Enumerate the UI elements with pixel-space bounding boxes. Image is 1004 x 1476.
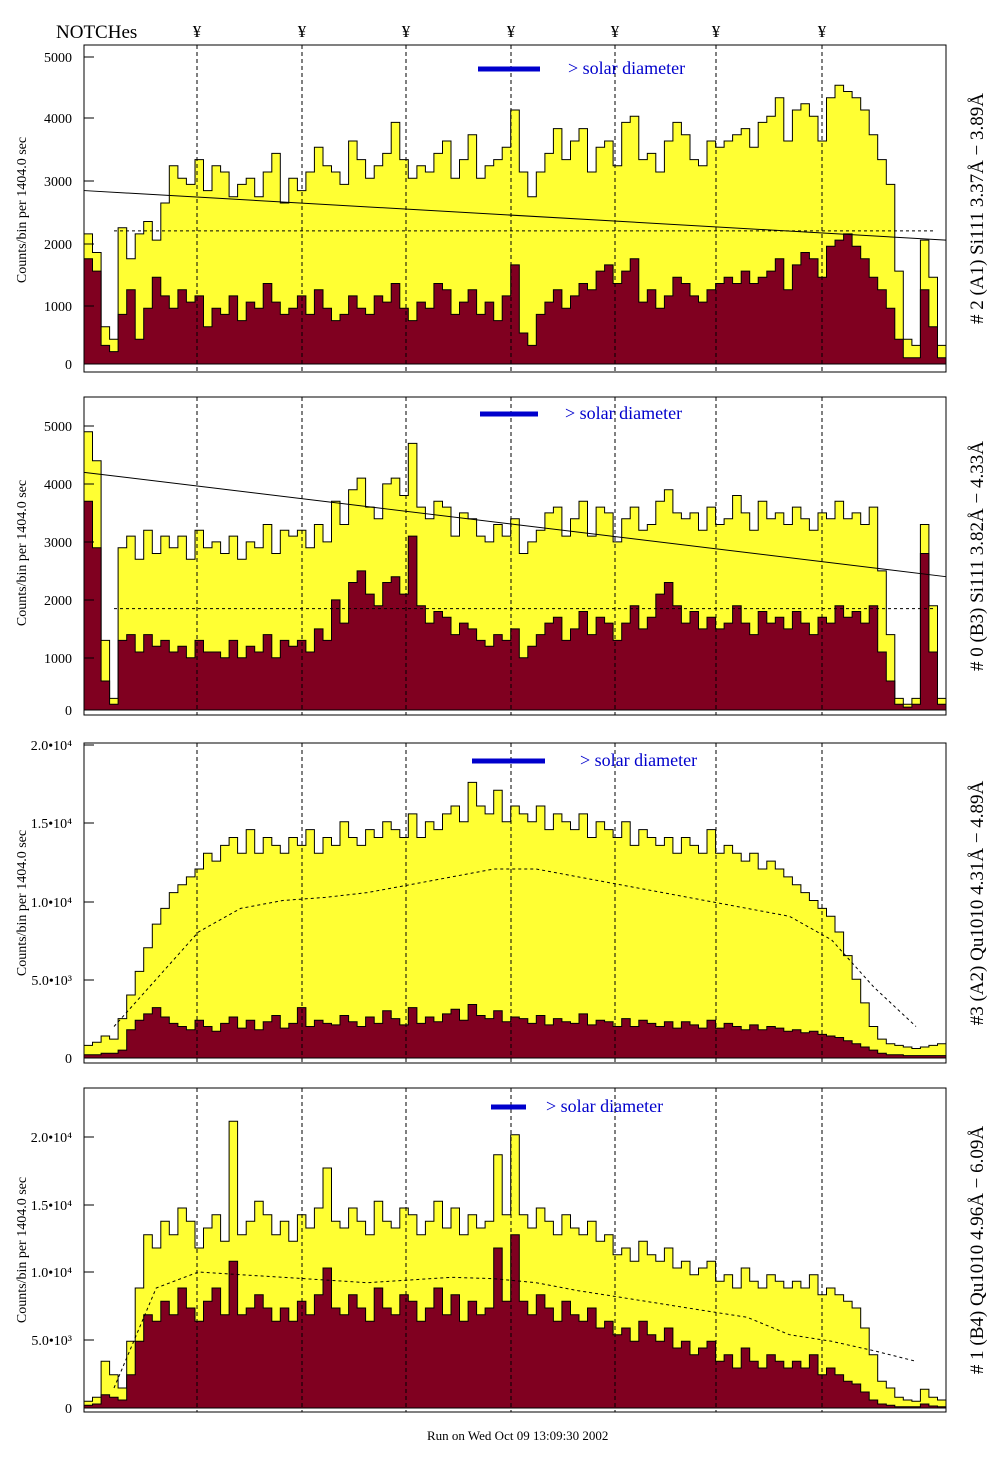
plot-frame: [83, 742, 947, 1064]
panel-label: # 1 (B4) Qu1010 4.96Å − 6.09Å: [967, 1126, 988, 1374]
legend-solar-diameter: > solar diameter: [580, 750, 697, 770]
y-tick-label: 4000: [44, 478, 72, 493]
y-tick-label: 0: [65, 1402, 72, 1417]
notch-marker: ¥: [712, 22, 721, 41]
panel-1: 5000 4000 3000 2000 1000 0 Counts/bin per 1404…: [15, 44, 988, 373]
y-axis-label: Counts/bin per 1404.0 sec: [15, 1177, 30, 1323]
dashed-curve: [113, 1271, 917, 1389]
y-axis-label: Counts/bin per 1404.0 sec: [15, 830, 30, 976]
y-tick-label: 2000: [44, 594, 72, 609]
y-tick-label: 5000: [44, 420, 72, 435]
legend-solar-diameter: > solar diameter: [546, 1096, 663, 1116]
panel-2: 5000 4000 3000 2000 1000 0 Counts/bin per 1404…: [15, 396, 988, 719]
notch-marker: ¥: [611, 22, 620, 41]
y-axis-label: Counts/bin per 1404.0 sec: [15, 480, 30, 626]
y-tick-label: 3000: [44, 175, 72, 190]
y-tick-label: 0: [65, 358, 72, 373]
panel-4: 2.0•10⁴ 1.5•10⁴ 1.0•10⁴ 5.0•10³ 0 Counts/bin …: [15, 1087, 988, 1417]
legend-solar-diameter: > solar diameter: [565, 403, 682, 423]
y-tick-label: 2000: [44, 238, 72, 253]
y-tick-label: 2.0•10⁴: [31, 739, 72, 754]
y-tick-label: 1000: [44, 652, 72, 667]
series-lower-area: [83, 1234, 947, 1409]
y-axis-label: Counts/bin per 1404.0 sec: [15, 137, 30, 283]
y-tick-label: 5000: [44, 51, 72, 66]
series-upper-area: [83, 781, 947, 1059]
series-lower-area: [83, 233, 947, 365]
plot-frame: [83, 44, 947, 373]
run-footer: Run on Wed Oct 09 13:09:30 2002: [427, 1428, 608, 1443]
notch-markers: ¥ ¥ ¥ ¥ ¥ ¥ ¥: [193, 22, 827, 41]
panels: 5000 4000 3000 2000 1000 0 Counts/bin per 1404…: [15, 44, 988, 1417]
y-tick-label: 4000: [44, 112, 72, 127]
y-tick-label: 5.0•10³: [31, 1334, 72, 1349]
notch-marker: ¥: [402, 22, 411, 41]
legend-solar-diameter: > solar diameter: [568, 58, 685, 78]
y-tick-label: 3000: [44, 536, 72, 551]
notches-label: NOTCHes: [56, 22, 137, 43]
plot-frame: [83, 1087, 947, 1413]
panel-label: # 2 (A1) Si111 3.37Å − 3.89Å: [967, 93, 988, 324]
fit-line: [83, 190, 947, 241]
plot-frame: [83, 396, 947, 716]
y-tick-label: 1.0•10⁴: [31, 1266, 72, 1281]
y-tick-label: 1000: [44, 300, 72, 315]
y-tick-label: 1.0•10⁴: [31, 896, 72, 911]
fit-line: [83, 471, 947, 578]
notch-marker: ¥: [507, 22, 516, 41]
y-tick-label: 1.5•10⁴: [31, 1199, 72, 1214]
series-lower-area: [83, 500, 947, 711]
notch-marker: ¥: [818, 22, 827, 41]
y-tick-label: 0: [65, 704, 72, 719]
y-tick-label: 0: [65, 1052, 72, 1067]
y-tick-label: 1.5•10⁴: [31, 817, 72, 832]
panel-3: 2.0•10⁴ 1.5•10⁴ 1.0•10⁴ 5.0•10³ 0 Counts/bin …: [15, 739, 988, 1067]
notch-marker: ¥: [193, 22, 202, 41]
notch-marker: ¥: [298, 22, 307, 41]
y-tick-label: 5.0•10³: [31, 974, 72, 989]
y-tick-label: 2.0•10⁴: [31, 1131, 72, 1146]
panel-label: # 0 (B3) Si111 3.82Å − 4.33Å: [967, 441, 988, 671]
panel-label: #3 (A2) Qu1010 4.31Å − 4.89Å: [967, 780, 988, 1025]
dashed-curve: [113, 868, 917, 1027]
